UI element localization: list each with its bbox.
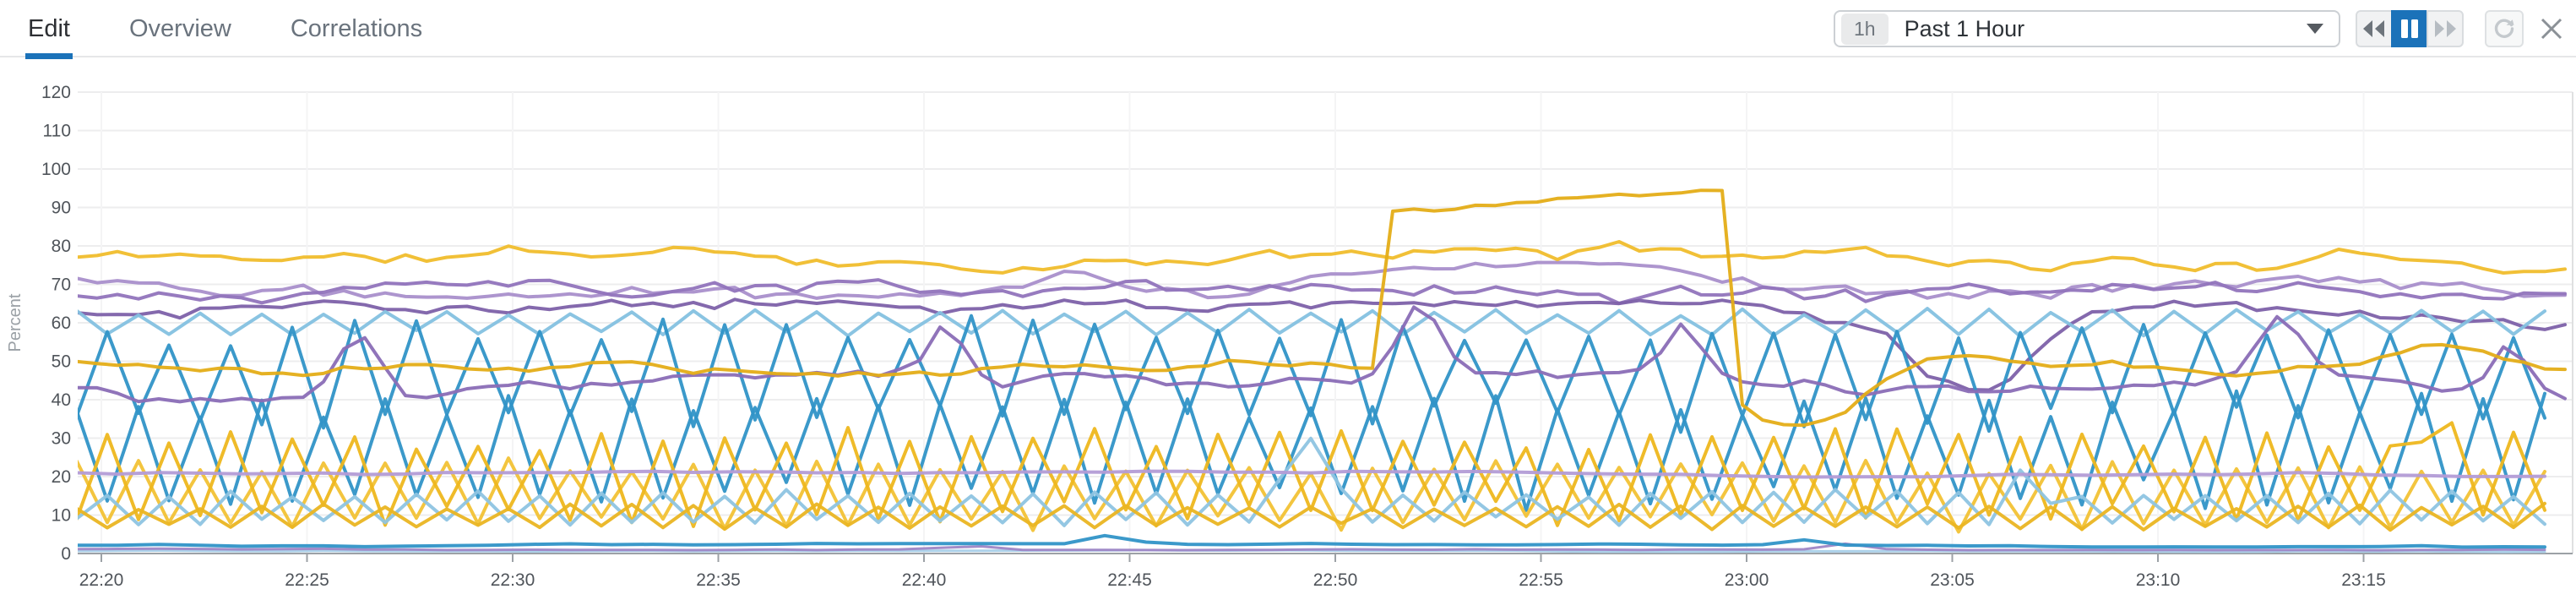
rewind-button[interactable] — [2356, 10, 2393, 47]
svg-text:100: 100 — [41, 160, 71, 179]
active-tab-indicator — [25, 53, 73, 59]
timeseries-chart[interactable]: 0 10 20 30 40 50 60 70 80 90 100 110 120 22:20 22:25 22… — [0, 59, 2576, 600]
svg-text:80: 80 — [52, 237, 71, 256]
series-yellow-step — [78, 188, 2567, 428]
tab-correlations[interactable]: Correlations — [291, 0, 422, 57]
playback-controls — [2356, 10, 2464, 47]
svg-text:Percent: Percent — [6, 293, 24, 352]
series-lightblue-zigzag-60 — [78, 307, 2546, 339]
tab-edit[interactable]: Edit — [25, 0, 73, 59]
svg-text:50: 50 — [52, 352, 71, 372]
time-range-badge: 1h — [1841, 13, 1889, 45]
close-button[interactable] — [2535, 10, 2568, 47]
tab-overview-label: Overview — [128, 14, 231, 42]
series-purple-flat-20 — [78, 469, 2546, 479]
series-lightblue-zigzag-low — [78, 436, 2546, 527]
refresh-button[interactable] — [2485, 10, 2524, 47]
pause-button[interactable] — [2391, 10, 2428, 47]
chart-container: 0 10 20 30 40 50 60 70 80 90 100 110 120 22:20 22:25 22… — [0, 59, 2576, 600]
series-purple-walk-high — [78, 260, 2567, 300]
svg-text:120: 120 — [41, 83, 71, 102]
svg-text:10: 10 — [52, 506, 71, 526]
svg-text:22:55: 22:55 — [1519, 570, 1563, 590]
svg-text:60: 60 — [52, 314, 71, 333]
series-blue-flat-2 — [78, 533, 2546, 549]
svg-text:20: 20 — [52, 467, 71, 487]
tab-correlations-label: Correlations — [290, 14, 423, 42]
series-purple-walk-mid — [78, 278, 2567, 305]
svg-text:22:40: 22:40 — [902, 570, 947, 590]
svg-text:22:50: 22:50 — [1313, 570, 1358, 590]
svg-text:110: 110 — [43, 122, 71, 141]
svg-text:22:35: 22:35 — [696, 570, 741, 590]
series-purple-walk-low — [78, 297, 2567, 392]
svg-text:40: 40 — [52, 390, 71, 410]
svg-text:22:25: 22:25 — [285, 570, 329, 590]
svg-text:23:10: 23:10 — [2136, 570, 2181, 590]
tab-edit-label: Edit — [28, 14, 70, 42]
svg-text:22:30: 22:30 — [491, 570, 535, 590]
forward-button[interactable] — [2427, 10, 2464, 47]
svg-text:22:45: 22:45 — [1107, 570, 1152, 590]
pause-icon — [2401, 19, 2418, 38]
series-purple-walk-45 — [78, 305, 2567, 404]
svg-text:0: 0 — [61, 544, 71, 564]
svg-text:70: 70 — [52, 275, 71, 295]
fast-forward-icon — [2435, 20, 2456, 37]
tab-bar: Edit Overview Correlations — [25, 0, 422, 59]
series-blue-zigzag-lower — [78, 389, 2546, 512]
header-controls: 1h Past 1 Hour — [1834, 9, 2568, 48]
series-yellow-zigzag-low — [78, 501, 2546, 532]
time-range-picker[interactable]: 1h Past 1 Hour — [1834, 10, 2340, 47]
chevron-down-icon — [2307, 24, 2323, 34]
time-range-label: Past 1 Hour — [1904, 15, 2025, 41]
svg-text:23:00: 23:00 — [1725, 570, 1769, 590]
svg-text:22:20: 22:20 — [79, 570, 124, 590]
series-purple-flat-1 — [78, 542, 2546, 552]
tab-overview[interactable]: Overview — [129, 0, 231, 57]
refresh-icon — [2494, 19, 2514, 38]
close-icon — [2541, 18, 2562, 40]
series-yellow-walk-top — [78, 240, 2567, 275]
svg-text:30: 30 — [52, 429, 71, 449]
svg-text:90: 90 — [52, 199, 71, 218]
header-bar: Edit Overview Correlations 1h Past 1 Hou… — [0, 0, 2576, 59]
rewind-icon — [2363, 20, 2384, 37]
svg-text:23:15: 23:15 — [2341, 570, 2386, 590]
svg-text:23:05: 23:05 — [1930, 570, 1975, 590]
series-yellow-zigzag-a — [78, 421, 2546, 528]
series-blue-zigzag-upper — [78, 314, 2546, 434]
